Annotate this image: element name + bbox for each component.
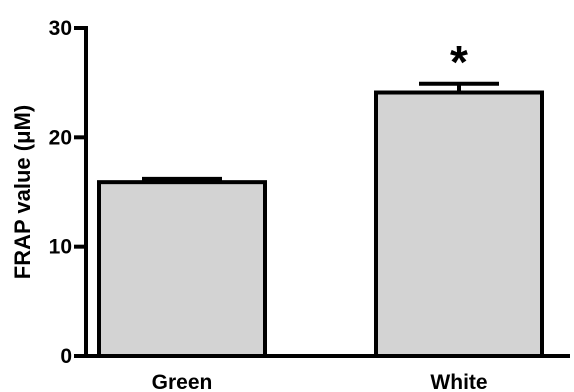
x-tick-label-white: White xyxy=(430,371,487,392)
chart-text: Green White * 0 10 20 30 FRAP value (μM) xyxy=(10,17,488,392)
chart-axes xyxy=(74,26,570,358)
bar-white xyxy=(374,90,544,359)
bar-green xyxy=(97,180,267,358)
x-tick-label-green: Green xyxy=(152,371,213,392)
y-tick-label-20: 20 xyxy=(49,126,72,149)
chart-marks xyxy=(97,81,544,359)
significance-asterisk: * xyxy=(450,36,468,88)
y-tick-label-10: 10 xyxy=(49,236,72,259)
y-axis-label: FRAP value (μM) xyxy=(10,105,35,279)
y-tick-label-30: 30 xyxy=(49,17,72,40)
y-tick-label-0: 0 xyxy=(60,345,72,368)
